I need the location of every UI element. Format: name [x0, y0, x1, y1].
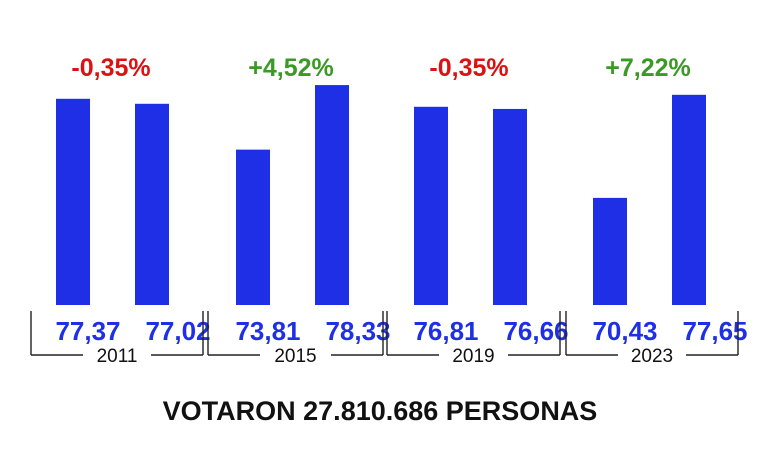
bracket-sides [386, 311, 561, 355]
year-label: 2011 [97, 346, 138, 367]
bracket-sides [207, 311, 384, 355]
value-label: 77,02 [145, 316, 210, 346]
bracket-sides [565, 311, 739, 355]
change-label: +7,22% [605, 54, 691, 82]
bar-2011-2 [135, 103, 169, 305]
value-label: 76,66 [503, 316, 568, 346]
value-label: 70,43 [592, 316, 657, 346]
bar-2015-1 [236, 149, 270, 305]
value-label: 77,37 [55, 316, 120, 346]
bar-2019-2 [493, 108, 527, 305]
value-label: 77,65 [682, 316, 747, 346]
year-label: 2015 [274, 346, 316, 367]
change-label: +4,52% [248, 54, 334, 82]
value-label: 73,81 [235, 316, 300, 346]
change-label: -0,35% [71, 54, 150, 82]
year-label: 2023 [631, 346, 673, 367]
year-label: 2019 [452, 346, 494, 367]
footer-text: VOTARON 27.810.686 PERSONAS [163, 396, 598, 426]
bar-2015-2 [315, 85, 349, 305]
bracket-sides [30, 311, 204, 355]
change-label: -0,35% [429, 54, 508, 82]
bar-2023-1 [593, 197, 627, 305]
bar-2019-1 [414, 106, 448, 305]
bar-2011-1 [56, 98, 90, 305]
value-label: 76,81 [413, 316, 478, 346]
bar-2023-2 [672, 94, 706, 305]
value-label: 78,33 [325, 316, 390, 346]
